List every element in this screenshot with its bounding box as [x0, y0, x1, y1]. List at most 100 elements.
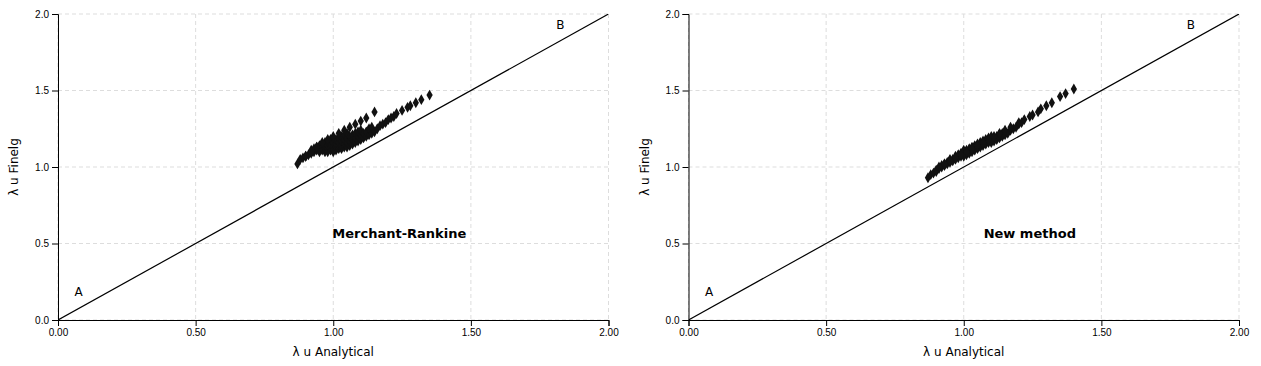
- tick: 2.0: [666, 9, 689, 20]
- tick-label: 0.00: [679, 327, 699, 338]
- scatter-point: [985, 134, 991, 145]
- reference-line: [689, 14, 1240, 320]
- tick-mark: [52, 320, 58, 321]
- scatter-point: [996, 128, 1002, 139]
- grid-line-y: [58, 243, 609, 244]
- scatter-point: [363, 113, 369, 124]
- tick-label: 0.50: [186, 327, 206, 338]
- tick: 0.5: [35, 238, 58, 249]
- scatter-point: [1038, 103, 1044, 114]
- scatter-point: [974, 140, 980, 151]
- tick: 1.5: [35, 85, 58, 96]
- chart-root: 0.00 0.50 1.00 1.50 2.00 0.0 0.5 1.0 1.5 2.0 A B Mer…: [0, 0, 1261, 366]
- x-axis-title: λ u Analytical: [923, 345, 1004, 359]
- axis-line: [52, 15, 59, 321]
- scatter-point: [371, 106, 377, 117]
- scatter-series: [294, 90, 432, 170]
- scatter-point: [1043, 100, 1049, 111]
- tick: 0.5: [666, 238, 689, 249]
- y-axis: 0.0 0.5 1.0 1.5 2.0: [666, 9, 689, 326]
- scatter-point: [963, 146, 969, 157]
- grid: [689, 14, 1240, 320]
- grid-line-x: [195, 14, 196, 320]
- tick-mark: [1239, 320, 1240, 326]
- tick: 1.00: [324, 320, 344, 338]
- tick: 1.0: [666, 162, 689, 173]
- scatter-point: [325, 134, 331, 145]
- tick-label: 1.50: [1092, 327, 1112, 338]
- tick-mark: [683, 14, 689, 15]
- scatter-point: [991, 131, 997, 142]
- grid-line-x: [826, 14, 827, 320]
- scatter-point: [1016, 117, 1022, 128]
- scatter-point: [393, 108, 399, 119]
- plot-area: [58, 14, 609, 320]
- tick: 1.50: [1092, 320, 1112, 338]
- tick: 1.0: [35, 162, 58, 173]
- grid-line-y: [689, 90, 1240, 91]
- scatter-point: [969, 143, 975, 154]
- tick-mark: [683, 244, 689, 245]
- scatter-point: [399, 105, 405, 116]
- scatter-point: [958, 149, 964, 160]
- tick-label: 2.00: [599, 327, 619, 338]
- scatter-point: [1007, 122, 1013, 133]
- tick: 0.50: [817, 320, 837, 338]
- tick: 1.00: [955, 320, 975, 338]
- tick: 2.0: [35, 9, 58, 20]
- scatter-point: [980, 137, 986, 148]
- annotations: ABNew method: [705, 18, 1195, 298]
- tick-label: 1.5: [35, 85, 49, 96]
- scatter-point: [941, 159, 947, 170]
- tick-label: 1.00: [955, 327, 975, 338]
- tick: 0.00: [49, 320, 69, 338]
- y-axis-title: λ u Finelg: [638, 138, 652, 196]
- x-axis-title: λ u Analytical: [293, 345, 374, 359]
- scatter-point: [303, 151, 309, 162]
- tick-label: 1.0: [35, 162, 49, 173]
- annotations: A B Merchant-Rankine: [75, 18, 565, 298]
- tick-label: 2.0: [35, 9, 49, 20]
- scatter-point: [341, 125, 347, 136]
- scatter-point: [1049, 97, 1055, 108]
- axis-line: [683, 15, 690, 321]
- scatter-point: [1062, 88, 1068, 99]
- grid-line-y: [689, 14, 1240, 15]
- y-axis-title: λ u Finelg: [7, 138, 21, 196]
- x-axis: 0.00 0.50 1.00 1.50 2.00: [679, 320, 1249, 338]
- scatter-point: [319, 137, 325, 148]
- scatter-point: [947, 155, 953, 166]
- scatter-point: [1071, 84, 1077, 95]
- annotation: B: [1187, 18, 1195, 32]
- tick-label: 1.00: [324, 327, 344, 338]
- tick-label: 1.5: [666, 85, 680, 96]
- scatter-point: [336, 128, 342, 139]
- panel: 0.000.501.001.502.000.00.51.01.52.0ABMer…: [7, 9, 619, 359]
- tick-label: 0.00: [49, 327, 69, 338]
- tick-mark: [333, 320, 334, 326]
- tick-mark: [683, 91, 689, 92]
- scatter-point: [1057, 91, 1063, 102]
- tick-mark: [609, 320, 610, 326]
- method-label: Merchant-Rankine: [332, 226, 466, 241]
- tick-mark: [52, 14, 58, 15]
- annotation: A: [75, 285, 84, 299]
- scatter-point: [308, 146, 314, 157]
- scatter-point: [407, 100, 413, 111]
- scatter-point: [1002, 125, 1008, 136]
- tick: 0.0: [666, 315, 689, 326]
- tick-label: 2.00: [1230, 327, 1250, 338]
- panel: 0.00 0.50 1.00 1.50 2.00 0.0 0.5 1.0 1.5 2.0 ABNew…: [638, 9, 1250, 359]
- annotation: B: [556, 18, 564, 32]
- grid-line-y: [58, 14, 609, 15]
- grid-line-y: [58, 90, 609, 91]
- tick-label: 0.5: [666, 238, 680, 249]
- tick-mark: [826, 320, 827, 326]
- tick-mark: [471, 320, 472, 326]
- plot-area: [689, 14, 1240, 320]
- tick-mark: [683, 167, 689, 168]
- x-axis: 0.000.501.001.502.00: [49, 320, 619, 338]
- tick-label: 0.5: [35, 238, 49, 249]
- scatter-point: [413, 97, 419, 108]
- reference-line: [58, 14, 609, 320]
